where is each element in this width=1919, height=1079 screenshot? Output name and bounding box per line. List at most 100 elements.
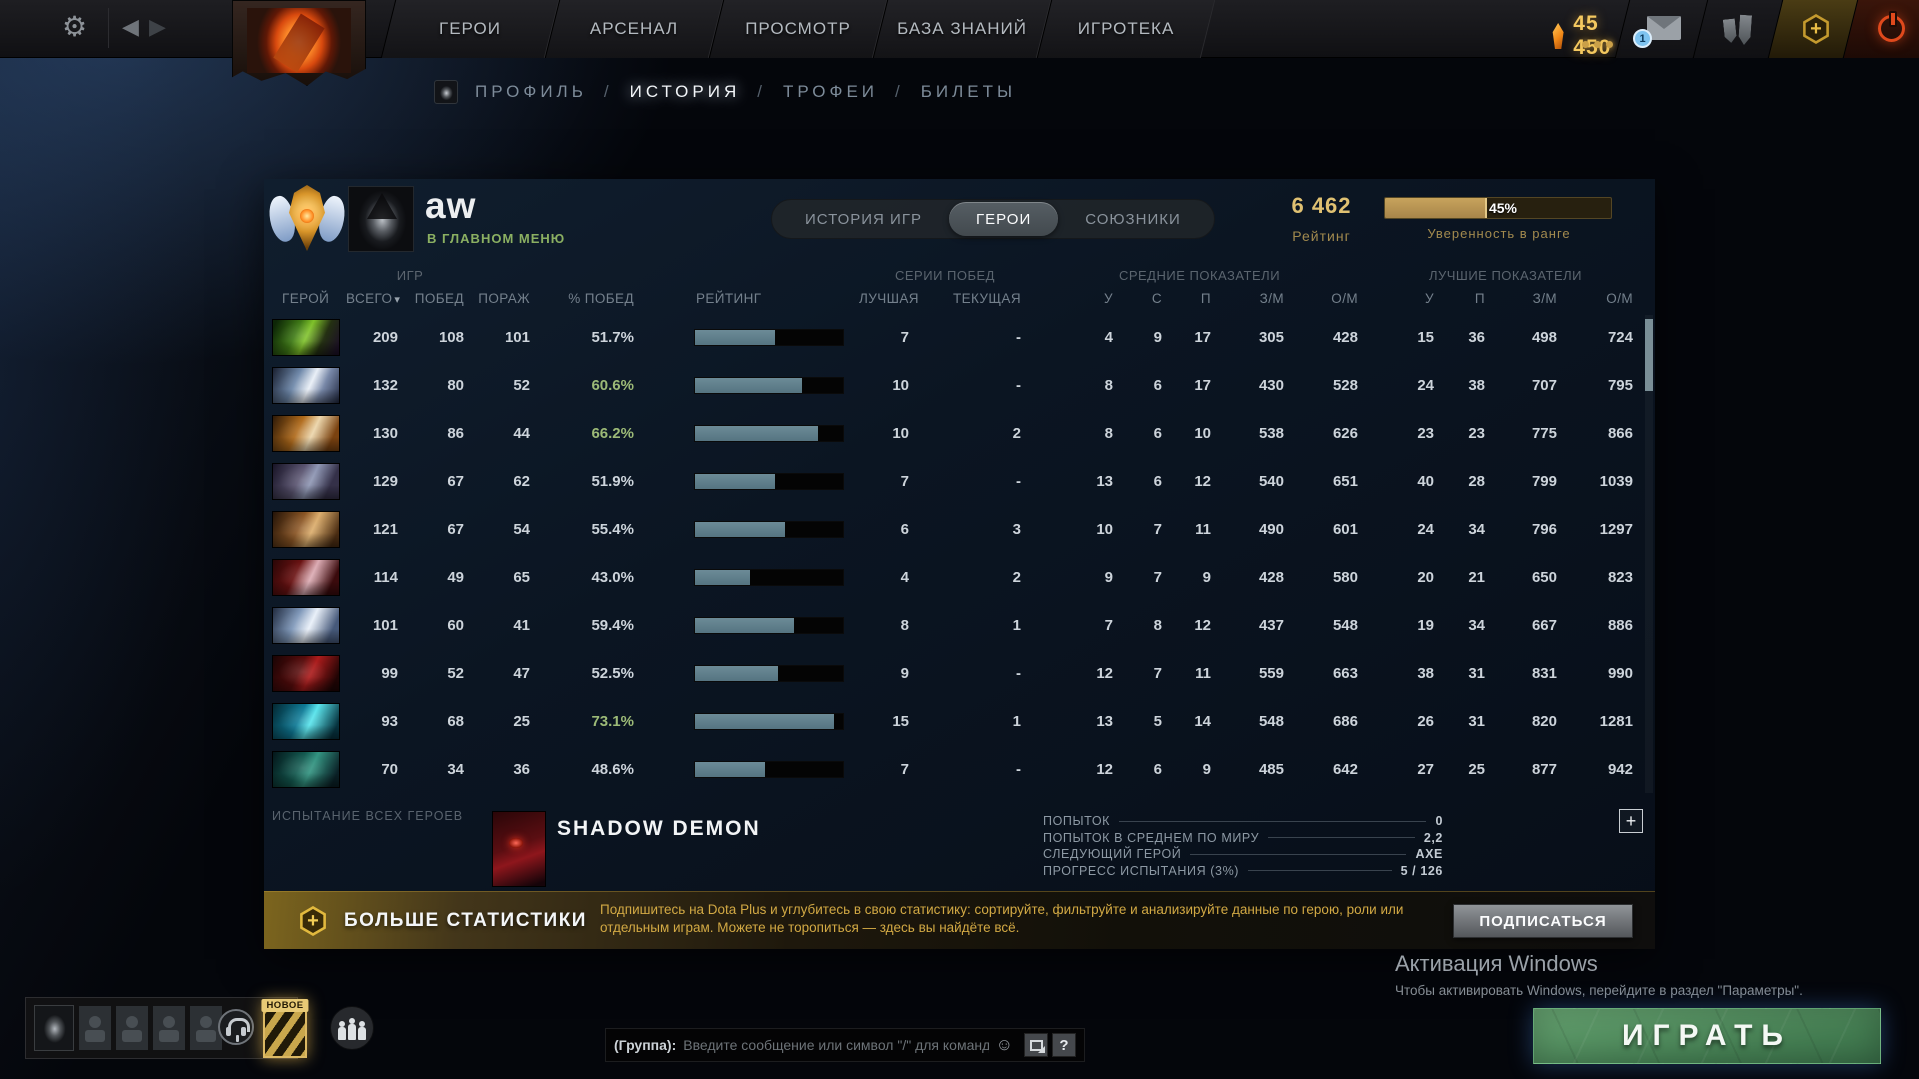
cell-avg-xpm: 651 xyxy=(1332,472,1358,490)
hero-rating-bar xyxy=(694,376,844,394)
share-screenshot-button[interactable] xyxy=(1024,1033,1048,1057)
col-best-kills[interactable]: У xyxy=(1425,290,1434,306)
forward-icon[interactable]: ▶ xyxy=(149,14,168,39)
hero-table-row[interactable]: 129 67 62 51.9% 7 - 13 6 12 540 651 40 2… xyxy=(270,457,1649,505)
party-empty-slot[interactable] xyxy=(116,1006,148,1050)
windows-watermark-subtitle: Чтобы активировать Windows, перейдите в … xyxy=(1395,983,1803,998)
armory-banners-icon[interactable] xyxy=(1721,15,1757,45)
help-button[interactable]: ? xyxy=(1052,1033,1076,1057)
player-avatar[interactable] xyxy=(348,186,414,252)
col-best-gpm[interactable]: З/М xyxy=(1532,290,1557,306)
cell-total-games: 132 xyxy=(372,376,398,394)
cell-best-gpm: 820 xyxy=(1531,712,1557,730)
col-rating[interactable]: РЕЙТИНГ xyxy=(696,290,762,306)
new-reward-item[interactable]: НОВОЕ xyxy=(261,999,309,1058)
hero-rating-fill xyxy=(695,665,778,681)
col-total[interactable]: ВСЕГО ▾ xyxy=(346,290,401,306)
challenge-add-button[interactable]: + xyxy=(1619,809,1643,833)
challenge-stats: ПОПЫТОК 0 ПОПЫТОК В СРЕДНЕМ ПО МИРУ 2,2 … xyxy=(1043,813,1443,879)
nav-knowledge-base[interactable]: БАЗА ЗНАНИЙ xyxy=(880,0,1044,58)
party-player-avatar[interactable] xyxy=(34,1005,74,1051)
challenge-stat-row: СЛЕДУЮЩИЙ ГЕРОЙ AXE xyxy=(1043,846,1443,863)
col-avg-assists[interactable]: П xyxy=(1200,290,1211,306)
cell-total-games: 209 xyxy=(372,328,398,346)
cell-avg-assists: 9 xyxy=(1202,568,1211,586)
hero-rating-bar xyxy=(694,664,844,682)
subscribe-button[interactable]: ПОДПИСАТЬСЯ xyxy=(1453,904,1633,938)
find-party-icon[interactable] xyxy=(330,1006,374,1050)
hero-table-row[interactable]: 101 60 41 59.4% 8 1 7 8 12 437 548 19 34… xyxy=(270,601,1649,649)
party-empty-slot[interactable] xyxy=(190,1006,222,1050)
shard-balance[interactable]: 45 450 xyxy=(1551,12,1619,60)
col-winrate[interactable]: % ПОБЕД xyxy=(568,290,634,306)
tab-allies[interactable]: СОЮЗНИКИ xyxy=(1085,210,1181,228)
col-best-xpm[interactable]: О/М xyxy=(1606,290,1633,306)
hero-table-row[interactable]: 99 52 47 52.5% 9 - 12 7 11 559 663 38 31… xyxy=(270,649,1649,697)
col-current-streak[interactable]: ТЕКУЩАЯ xyxy=(952,290,1021,306)
scrollbar-thumb[interactable] xyxy=(1645,319,1653,391)
notifications-button[interactable]: 1 xyxy=(1633,16,1681,48)
breadcrumb-trophies[interactable]: ТРОФЕИ xyxy=(782,82,879,101)
cell-avg-xpm: 548 xyxy=(1332,616,1358,634)
hero-table-row[interactable]: 114 49 65 43.0% 4 2 9 7 9 428 580 20 21 … xyxy=(270,553,1649,601)
col-wins[interactable]: ПОБЕД xyxy=(414,290,464,306)
cell-winrate: 51.9% xyxy=(591,472,634,490)
power-exit-icon[interactable] xyxy=(1878,11,1905,42)
col-avg-gpm[interactable]: З/М xyxy=(1259,290,1284,306)
hero-table-row[interactable]: 93 68 25 73.1% 15 1 13 5 14 548 686 26 3… xyxy=(270,697,1649,745)
challenge-hero-portrait[interactable] xyxy=(492,811,546,887)
hero-table-row[interactable]: 209 108 101 51.7% 7 - 4 9 17 305 428 15 … xyxy=(270,313,1649,361)
nav-game-library[interactable]: ИГРОТЕКА xyxy=(1044,0,1208,58)
voice-headset-icon[interactable] xyxy=(218,1009,254,1045)
col-best-assists[interactable]: П xyxy=(1474,290,1485,306)
dota2-logo[interactable] xyxy=(232,0,366,86)
breadcrumb-history[interactable]: ИСТОРИЯ xyxy=(629,82,741,101)
play-button[interactable]: ИГРАТЬ xyxy=(1533,1008,1881,1064)
cell-avg-xpm: 580 xyxy=(1332,568,1358,586)
hero-table-row[interactable]: 70 34 36 48.6% 7 - 12 6 9 485 642 27 25 … xyxy=(270,745,1649,793)
back-icon[interactable]: ◀ xyxy=(122,14,141,39)
col-hero[interactable]: ГЕРОЙ xyxy=(282,290,330,306)
settings-gear-icon[interactable]: ⚙ xyxy=(62,11,88,42)
table-scrollbar[interactable] xyxy=(1645,315,1653,793)
hero-rating-fill xyxy=(695,569,750,585)
col-avg-deaths[interactable]: С xyxy=(1151,290,1162,306)
tab-match-history[interactable]: ИСТОРИЯ ИГР xyxy=(805,210,922,228)
nav-watch[interactable]: ПРОСМОТР xyxy=(716,0,880,58)
cell-best-streak: 7 xyxy=(900,328,909,346)
cell-avg-xpm: 663 xyxy=(1332,664,1358,682)
cell-avg-gpm: 540 xyxy=(1258,472,1284,490)
nav-arsenal[interactable]: АРСЕНАЛ xyxy=(552,0,716,58)
col-avg-kills[interactable]: У xyxy=(1104,290,1113,306)
chat-input-bar[interactable]: (Группа): Введите сообщение или символ "… xyxy=(605,1028,1085,1062)
breadcrumb-tickets[interactable]: БИЛЕТЫ xyxy=(920,82,1017,101)
cell-avg-kills: 13 xyxy=(1096,712,1113,730)
windows-activation-watermark: Активация Windows Чтобы активировать Win… xyxy=(1395,951,1803,998)
party-empty-slot[interactable] xyxy=(79,1006,111,1050)
cell-total-games: 70 xyxy=(381,760,398,778)
confidence-fill xyxy=(1385,198,1487,218)
hero-table-row[interactable]: 132 80 52 60.6% 10 - 8 6 17 430 528 24 3… xyxy=(270,361,1649,409)
dota-plus-icon[interactable]: + xyxy=(1803,14,1829,44)
col-avg-xpm[interactable]: О/М xyxy=(1331,290,1358,306)
notification-badge: 1 xyxy=(1633,29,1652,48)
hero-rating-fill xyxy=(695,329,775,345)
main-menu-nav: ГЕРОИ АРСЕНАЛ ПРОСМОТР БАЗА ЗНАНИЙ ИГРОТ… xyxy=(388,0,1208,58)
hero-table-row[interactable]: 130 86 44 66.2% 10 2 8 6 10 538 626 23 2… xyxy=(270,409,1649,457)
nav-heroes[interactable]: ГЕРОИ xyxy=(388,0,552,58)
cell-wins: 86 xyxy=(447,424,464,442)
tab-heroes[interactable]: ГЕРОИ xyxy=(948,202,1059,236)
breadcrumb-profile[interactable]: ПРОФИЛЬ xyxy=(475,82,587,101)
cell-avg-deaths: 5 xyxy=(1153,712,1162,730)
top-nav-bar: ⚙ ◀ ▶ ГЕРОИ АРСЕНАЛ ПРОСМОТР БАЗА ЗНАНИЙ… xyxy=(0,0,1919,86)
col-best-streak[interactable]: ЛУЧШАЯ xyxy=(859,290,919,306)
party-empty-slot[interactable] xyxy=(153,1006,185,1050)
share-image-icon xyxy=(1029,1039,1045,1053)
cell-losses: 36 xyxy=(513,760,530,778)
emoticon-icon[interactable]: ☺ xyxy=(995,1035,1013,1054)
col-losses[interactable]: ПОРАЖ xyxy=(478,290,530,306)
cell-best-kills: 38 xyxy=(1417,664,1434,682)
group-win-streaks: СЕРИИ ПОБЕД xyxy=(895,267,995,283)
hero-table-row[interactable]: 121 67 54 55.4% 6 3 10 7 11 490 601 24 3… xyxy=(270,505,1649,553)
hero-portrait xyxy=(272,414,340,452)
